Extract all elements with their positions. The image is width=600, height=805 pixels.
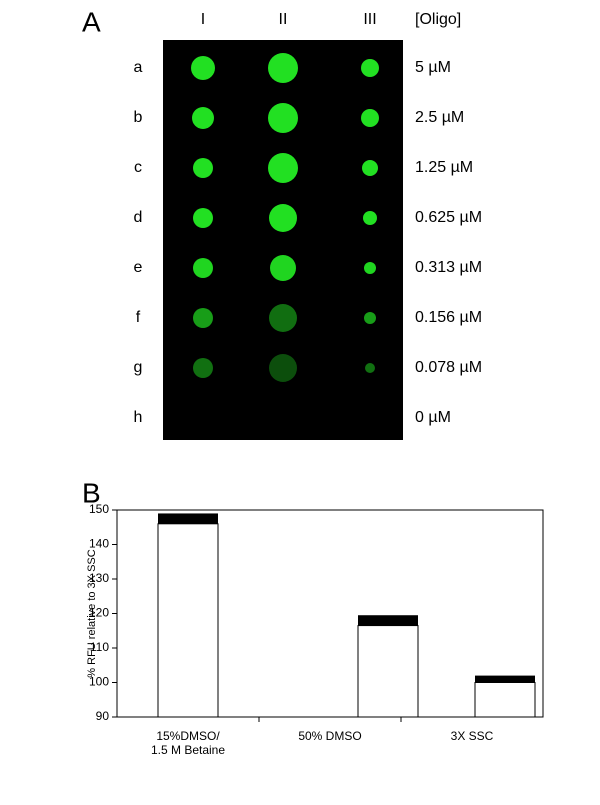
x-tick-label: 50% DMSO bbox=[298, 729, 361, 743]
concentration: 5 µM bbox=[415, 59, 451, 76]
row-label: e bbox=[134, 259, 143, 276]
row-label: h bbox=[134, 409, 143, 426]
x-tick-label: 3X SSC bbox=[451, 729, 494, 743]
row-label: b bbox=[134, 109, 143, 126]
y-tick-label: 130 bbox=[89, 571, 109, 585]
dot bbox=[269, 354, 297, 382]
panel-label: B bbox=[82, 477, 101, 508]
row-label: c bbox=[134, 159, 142, 176]
dot bbox=[270, 255, 296, 281]
dot bbox=[365, 363, 375, 373]
bar bbox=[157, 523, 219, 718]
dot bbox=[268, 53, 298, 83]
dot bbox=[269, 304, 297, 332]
dot bbox=[363, 211, 377, 225]
concentration: 0 µM bbox=[415, 409, 451, 426]
error-bar bbox=[358, 615, 418, 626]
panel-label: A bbox=[82, 6, 101, 37]
header: [Oligo] bbox=[415, 11, 461, 28]
concentration: 2.5 µM bbox=[415, 109, 464, 126]
bar bbox=[474, 682, 536, 718]
row-label: f bbox=[136, 309, 141, 326]
y-tick-label: 120 bbox=[89, 606, 109, 620]
dot bbox=[193, 158, 213, 178]
dot bbox=[269, 204, 297, 232]
dot bbox=[364, 262, 376, 274]
dot bbox=[361, 109, 379, 127]
concentration: 0.156 µM bbox=[415, 309, 482, 326]
column-label: II bbox=[279, 11, 288, 28]
dot bbox=[191, 56, 215, 80]
row-label: a bbox=[134, 59, 143, 76]
concentration: 1.25 µM bbox=[415, 159, 473, 176]
dot bbox=[268, 103, 298, 133]
column-label: I bbox=[201, 11, 205, 28]
dot bbox=[193, 358, 213, 378]
y-tick-label: 100 bbox=[89, 675, 109, 689]
dot bbox=[192, 107, 214, 129]
concentration: 0.313 µM bbox=[415, 259, 482, 276]
dot bbox=[193, 258, 213, 278]
y-tick-label: 150 bbox=[89, 502, 109, 516]
dot bbox=[193, 208, 213, 228]
dot bbox=[362, 160, 378, 176]
dot bbox=[268, 153, 298, 183]
column-label: III bbox=[363, 11, 376, 28]
x-tick-label: 15%DMSO/1.5 M Betaine bbox=[151, 729, 225, 757]
dot bbox=[361, 59, 379, 77]
y-axis-label: % RFU relative to 3X SSC bbox=[86, 549, 98, 677]
y-tick-label: 110 bbox=[90, 640, 109, 654]
dot bbox=[193, 308, 213, 328]
y-tick-label: 140 bbox=[89, 537, 109, 551]
row-label: d bbox=[134, 209, 143, 226]
y-tick-label: 90 bbox=[96, 709, 110, 723]
error-bar bbox=[475, 675, 535, 683]
row-label: g bbox=[134, 359, 143, 376]
error-bar bbox=[158, 513, 218, 524]
concentration: 0.625 µM bbox=[415, 209, 482, 226]
concentration: 0.078 µM bbox=[415, 359, 482, 376]
dot bbox=[364, 312, 376, 324]
bar bbox=[357, 625, 419, 718]
